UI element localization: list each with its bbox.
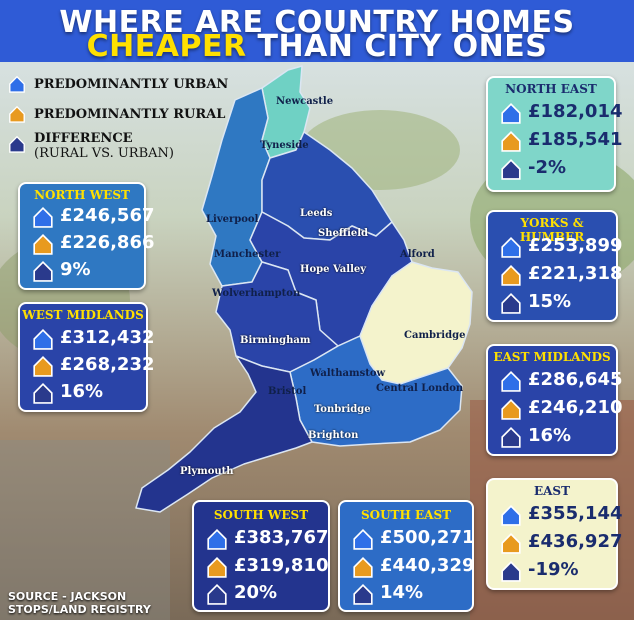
region-box-east-midlands: EAST MIDLANDS £286,645 £246,210 16% [486,344,623,456]
urban-house-icon [9,75,25,93]
region-name: EAST [533,484,571,498]
rural-house-icon [9,105,25,123]
difference-house-icon [501,427,521,448]
difference-value: 16% [528,425,572,446]
place-brighton: Brighton [308,430,359,441]
rural-price: £436,927 [528,531,623,552]
place-hope-valley: Hope Valley [300,264,367,275]
region-south-west [135,355,313,513]
place-birmingham: Birmingham [240,335,311,346]
rural-house-icon [501,399,521,420]
urban-house-icon [501,371,521,392]
region-name: EAST MIDLANDS [493,350,611,364]
place-walthamstow: Walthamstow [310,368,386,379]
difference-house-icon [501,293,521,314]
region-name: NORTH EAST [505,82,597,96]
urban-house-icon [501,103,521,124]
england-map [135,65,473,513]
region-name: SOUTH WEST [213,508,309,522]
place-cambridge: Cambridge [404,330,466,341]
urban-price: £253,899 [528,235,623,256]
source-line-2: STOPS/LAND REGISTRY [8,603,151,616]
title-line-1: WHERE ARE COUNTRY HOMES [59,5,575,40]
rural-house-icon [33,234,53,255]
rural-house-icon [207,557,227,578]
urban-price: £246,567 [60,205,155,226]
difference-value: 16% [60,381,104,402]
legend-difference-line1: DIFFERENCE [34,131,133,146]
urban-house-icon [501,237,521,258]
rural-house-icon [33,356,53,377]
legend-rural-label: PREDOMINANTLY RURAL [34,107,226,122]
place-central-london: Central London [376,383,464,394]
difference-value: 15% [528,291,572,312]
rural-house-icon [501,265,521,286]
place-manchester: Manchester [214,249,281,260]
region-name: NORTH WEST [34,188,130,202]
difference-house-icon [501,159,521,180]
urban-house-icon [33,329,53,350]
rural-house-icon [353,557,373,578]
urban-price: £182,014 [528,101,623,122]
legend-difference-label: DIFFERENCE (RURAL VS. URBAN) [34,131,174,161]
legend-urban-label: PREDOMINANTLY URBAN [34,77,229,92]
place-sheffield: Sheffield [318,228,369,239]
region-box-south-west: SOUTH WEST £383,767 £319,810 20% [192,500,330,612]
place-bristol: Bristol [268,386,307,397]
urban-price: £286,645 [528,369,623,390]
rural-price: £226,866 [60,232,155,253]
region-box-west-midlands: WEST MIDLANDS £312,432 £268,232 16% [18,302,155,412]
rural-price: £185,541 [528,129,623,150]
urban-price: £355,144 [528,503,623,524]
place-leeds: Leeds [300,208,333,219]
difference-value: 14% [380,582,424,603]
place-newcastle: Newcastle [276,96,334,107]
source-credit: SOURCE - JACKSON STOPS/LAND REGISTRY [8,590,151,616]
rural-house-icon [501,131,521,152]
rural-price: £319,810 [234,555,329,576]
place-liverpool: Liverpool [206,214,259,225]
place-tonbridge: Tonbridge [314,404,371,415]
title-line-2: CHEAPER THAN CITY ONES [0,30,634,64]
region-name: WEST MIDLANDS [22,308,144,322]
difference-house-icon [353,584,373,605]
legend-difference-line2: (RURAL VS. URBAN) [34,146,174,161]
difference-value: -19% [528,559,579,580]
region-name: SOUTH EAST [360,508,452,522]
place-plymouth: Plymouth [180,466,234,477]
difference-house-icon [33,383,53,404]
difference-house-icon [33,261,53,282]
urban-house-icon [207,529,227,550]
place-alford: Alford [400,249,435,260]
title-line-2-rest: THAN CITY ONES [257,29,548,64]
urban-price: £312,432 [60,327,155,348]
urban-house-icon [353,529,373,550]
urban-house-icon [501,505,521,526]
place-wolverhampton: Wolverhampton [212,288,301,299]
title-highlight: CHEAPER [86,29,247,64]
rural-price: £246,210 [528,397,623,418]
urban-price: £500,271 [380,527,475,548]
region-box-south-east: SOUTH EAST £500,271 £440,329 14% [338,500,475,612]
source-line-1: SOURCE - JACKSON [8,590,127,603]
difference-house-icon [9,135,25,153]
urban-price: £383,767 [234,527,329,548]
difference-house-icon [207,584,227,605]
region-box-east: EAST £355,144 £436,927 -19% [486,478,623,590]
region-box-north-west: NORTH WEST £246,567 £226,866 9% [18,182,155,290]
region-box-north-east: NORTH EAST £182,014 £185,541 -2% [486,76,623,192]
difference-value: -2% [528,157,567,178]
urban-house-icon [33,207,53,228]
difference-value: 20% [234,582,278,603]
rural-price: £440,329 [380,555,475,576]
difference-house-icon [501,561,521,582]
rural-house-icon [501,533,521,554]
place-tyneside: Tyneside [260,140,309,151]
region-name: YORKS & HUMBER [519,216,585,244]
rural-price: £221,318 [528,263,623,284]
rural-price: £268,232 [60,354,155,375]
difference-value: 9% [60,259,91,280]
region-box-yorks-humber: YORKS & HUMBER £253,899 £221,318 15% [486,210,623,322]
